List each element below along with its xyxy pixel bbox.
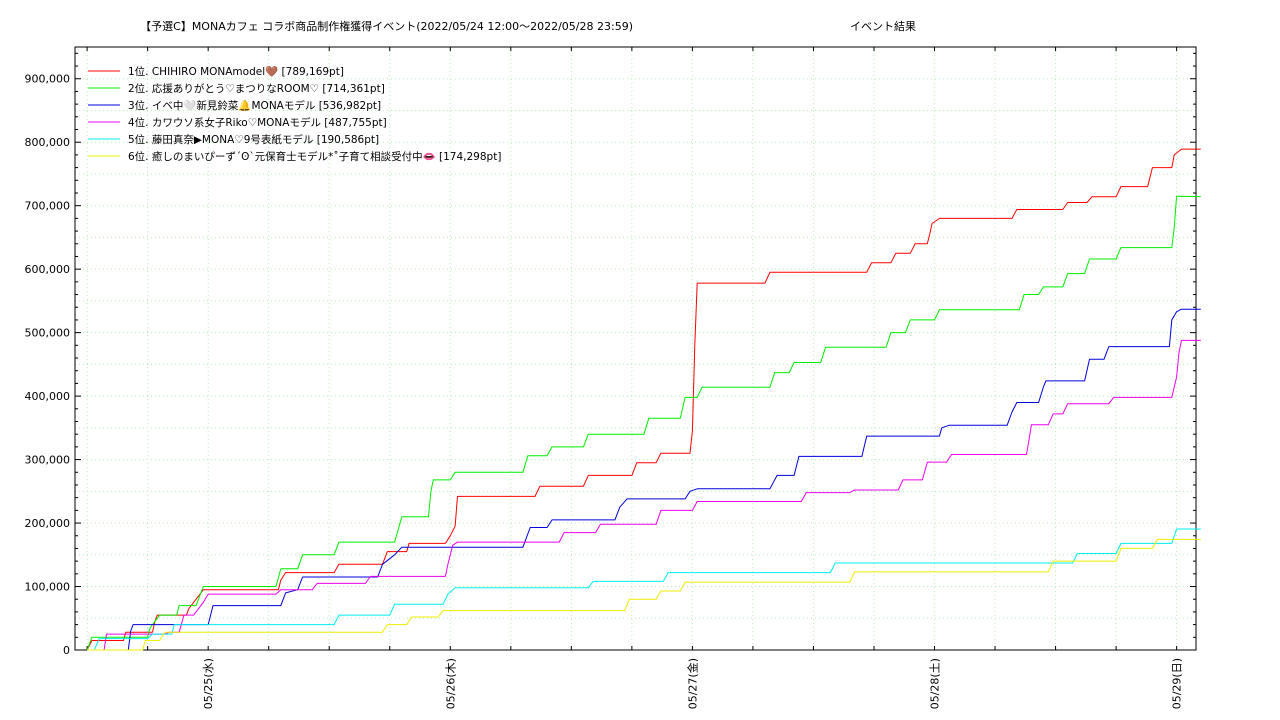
- x-tick-label: 05/25(水): [202, 658, 215, 709]
- chart-title: 【予選C】MONAカフェ コラボ商品制作権獲得イベント(2022/05/24 1…: [140, 19, 633, 33]
- series-line-5: [87, 528, 1201, 651]
- y-tick-label: 300,000: [25, 454, 71, 467]
- series-line-6: [87, 538, 1201, 651]
- series-line-4: [87, 339, 1201, 651]
- y-tick-label: 0: [63, 644, 70, 657]
- y-tick-label: 100,000: [25, 581, 71, 594]
- y-tick-label: 700,000: [25, 200, 71, 213]
- legend-label-4: 4位. カワウソ系女子Riko♡MONAモデル [487,755pt]: [128, 116, 387, 129]
- legend-label-1: 1位. CHIHIRO MONAmodel🤎 [789,169pt]: [128, 65, 344, 78]
- y-tick-label: 800,000: [25, 136, 71, 149]
- chart-subtitle: イベント結果: [850, 19, 916, 33]
- legend: 1位. CHIHIRO MONAmodel🤎 [789,169pt] 2位. 応援…: [88, 65, 501, 163]
- series-lines: [86, 148, 1201, 651]
- y-tick-label: 600,000: [25, 263, 71, 276]
- y-tick-label: 400,000: [25, 390, 71, 403]
- plot-frame: [74, 46, 1197, 651]
- x-tick-label: 05/26(木): [444, 658, 457, 709]
- legend-label-3: 3位. イベ中🤍新見鈴菜🔔MONAモデル [536,982pt]: [128, 99, 381, 112]
- axes: 0 100,000 200,000 300,000 400,000 500,000 600,…: [25, 46, 1197, 709]
- y-tick-label: 200,000: [25, 517, 71, 530]
- legend-label-5: 5位. 藤田真奈▶MONA♡9号表紙モデル [190,586pt]: [128, 133, 379, 146]
- series-line-3: [87, 308, 1201, 651]
- series-line-1: [86, 148, 1201, 651]
- x-tick-label: 05/29(日): [1171, 658, 1184, 709]
- x-tick-label: 05/27(金): [685, 658, 699, 709]
- y-tick-label: 500,000: [25, 327, 71, 340]
- x-tick-label: 05/28(土): [929, 658, 942, 709]
- legend-label-2: 2位. 応援ありがとう♡まつりなROOM♡ [714,361pt]: [128, 82, 385, 95]
- series-line-2: [86, 195, 1201, 651]
- legend-label-6: 6位. 癒しのまいぴーず´ʘ`元保育士モデル*˚子育て相談受付中👄 [174,2…: [128, 150, 501, 163]
- y-tick-label: 900,000: [25, 73, 71, 86]
